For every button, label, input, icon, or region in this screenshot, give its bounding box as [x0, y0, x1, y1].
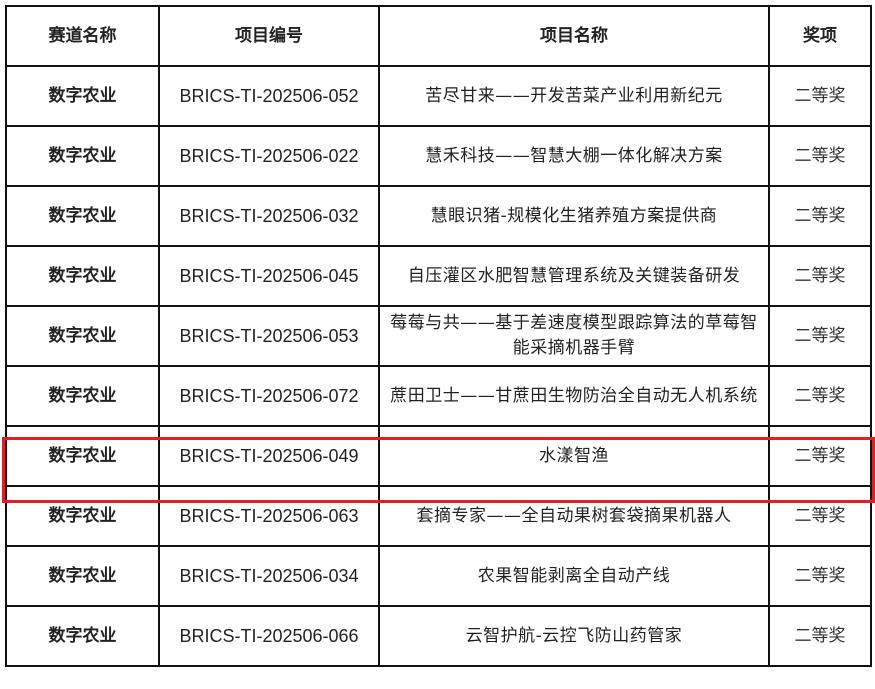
table-row: 数字农业 BRICS-TI-202506-022 慧禾科技——智慧大棚一体化解决方案…	[5, 125, 872, 187]
code-cell: BRICS-TI-202506-053	[158, 305, 380, 367]
track-cell: 数字农业	[5, 605, 160, 667]
table-row: 数字农业 BRICS-TI-202506-052 苦尽甘来——开发苦菜产业利用新纪元…	[5, 65, 872, 127]
header-row: 赛道名称 项目编号 项目名称 奖项	[5, 5, 872, 67]
table-row: 数字农业 BRICS-TI-202506-072 蔗田卫士——甘蔗田生物防治全自动无…	[5, 365, 872, 427]
name-cell: 苦尽甘来——开发苦菜产业利用新纪元	[378, 65, 770, 127]
track-cell: 数字农业	[5, 185, 160, 247]
track-cell: 数字农业	[5, 545, 160, 607]
table-row: 数字农业 BRICS-TI-202506-053 莓莓与共——基于差速度模型跟踪算法…	[5, 305, 872, 367]
award-cell: 二等奖	[768, 425, 872, 487]
header-award: 奖项	[768, 5, 872, 67]
table-row: 数字农业 BRICS-TI-202506-063 套摘专家——全自动果树套袋摘果机器…	[5, 485, 872, 547]
name-cell: 云智护航-云控飞防山药管家	[378, 605, 770, 667]
track-cell: 数字农业	[5, 365, 160, 427]
code-cell: BRICS-TI-202506-034	[158, 545, 380, 607]
name-cell: 慧眼识猪-规模化生猪养殖方案提供商	[378, 185, 770, 247]
track-cell: 数字农业	[5, 485, 160, 547]
code-cell: BRICS-TI-202506-072	[158, 365, 380, 427]
award-cell: 二等奖	[768, 365, 872, 427]
award-cell: 二等奖	[768, 485, 872, 547]
code-cell: BRICS-TI-202506-066	[158, 605, 380, 667]
table-row: 数字农业 BRICS-TI-202506-066 云智护航-云控飞防山药管家 二等奖	[5, 605, 872, 667]
name-cell: 自压灌区水肥智慧管理系统及关键装备研发	[378, 245, 770, 307]
award-cell: 二等奖	[768, 185, 872, 247]
code-cell: BRICS-TI-202506-052	[158, 65, 380, 127]
code-cell: BRICS-TI-202506-032	[158, 185, 380, 247]
award-cell: 二等奖	[768, 65, 872, 127]
header-name: 项目名称	[378, 5, 770, 67]
award-cell: 二等奖	[768, 545, 872, 607]
code-cell: BRICS-TI-202506-049	[158, 425, 380, 487]
track-cell: 数字农业	[5, 245, 160, 307]
award-cell: 二等奖	[768, 305, 872, 367]
awards-table: 赛道名称 项目编号 项目名称 奖项 数字农业 BRICS-TI-202506-05…	[5, 5, 872, 667]
name-cell: 慧禾科技——智慧大棚一体化解决方案	[378, 125, 770, 187]
name-cell: 水漾智渔	[378, 425, 770, 487]
track-cell: 数字农业	[5, 65, 160, 127]
track-cell: 数字农业	[5, 425, 160, 487]
table-row: 数字农业 BRICS-TI-202506-032 慧眼识猪-规模化生猪养殖方案提供商…	[5, 185, 872, 247]
header-track: 赛道名称	[5, 5, 160, 67]
award-cell: 二等奖	[768, 125, 872, 187]
track-cell: 数字农业	[5, 125, 160, 187]
award-cell: 二等奖	[768, 245, 872, 307]
code-cell: BRICS-TI-202506-022	[158, 125, 380, 187]
name-cell: 蔗田卫士——甘蔗田生物防治全自动无人机系统	[378, 365, 770, 427]
name-cell: 莓莓与共——基于差速度模型跟踪算法的草莓智能采摘机器手臂	[378, 305, 770, 367]
track-cell: 数字农业	[5, 305, 160, 367]
header-code: 项目编号	[158, 5, 380, 67]
table-row: 数字农业 BRICS-TI-202506-045 自压灌区水肥智慧管理系统及关键装备…	[5, 245, 872, 307]
table-row: 数字农业 BRICS-TI-202506-049 水漾智渔 二等奖	[5, 425, 872, 487]
table-row: 数字农业 BRICS-TI-202506-034 农果智能剥离全自动产线 二等奖	[5, 545, 872, 607]
name-cell: 农果智能剥离全自动产线	[378, 545, 770, 607]
award-cell: 二等奖	[768, 605, 872, 667]
code-cell: BRICS-TI-202506-063	[158, 485, 380, 547]
name-cell: 套摘专家——全自动果树套袋摘果机器人	[378, 485, 770, 547]
code-cell: BRICS-TI-202506-045	[158, 245, 380, 307]
